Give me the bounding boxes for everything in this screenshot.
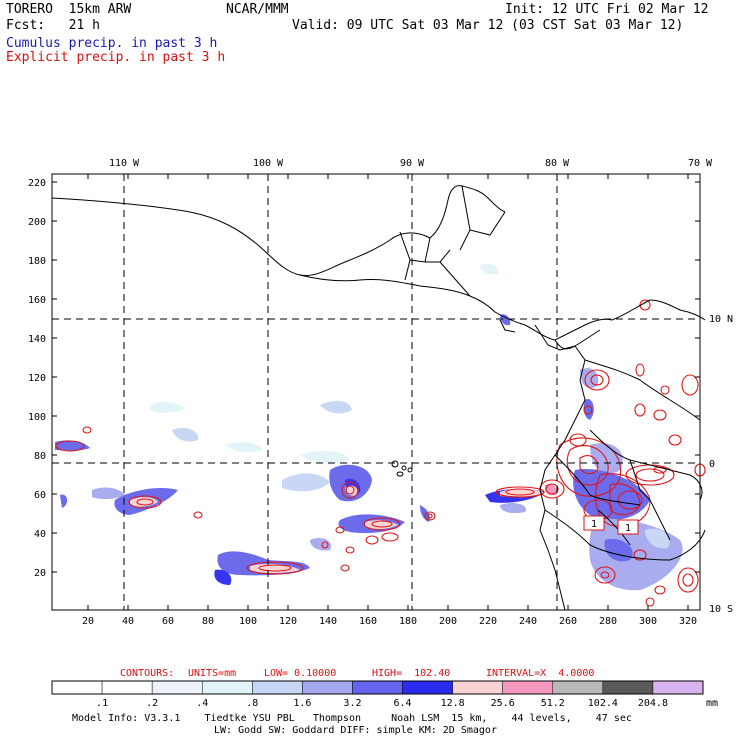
colorbar-cell: [602, 680, 654, 695]
colorbar-label: 12.8: [441, 698, 465, 709]
model-title: TORERO 15km ARW: [6, 2, 132, 17]
colorbar-label: .4: [196, 698, 208, 709]
colorbar-label: 25.6: [491, 698, 515, 709]
y-tick-label: 40: [34, 529, 46, 540]
y-tick-label: 160: [28, 295, 46, 306]
colorbar-cell: [452, 680, 503, 695]
lon-label: 110 W: [109, 158, 140, 169]
lon-label: 90 W: [400, 158, 425, 169]
y-axis: [52, 181, 700, 573]
y-tick-label: 100: [28, 412, 46, 423]
x-tick-label: 220: [479, 616, 497, 627]
contours-high: HIGH= 102.40: [372, 668, 451, 679]
contours-low: LOW= 0.10000: [264, 668, 337, 679]
max-marker-label: 1: [625, 523, 631, 534]
colorbar-label: .2: [146, 698, 158, 709]
y-tick-label: 80: [34, 451, 46, 462]
x-axis: [87, 174, 689, 610]
colorbar-cell: [352, 680, 403, 695]
field-explicit-label: Explicit precip. in past 3 h: [6, 50, 226, 65]
y-tick-label: 120: [28, 373, 46, 384]
y-tick-label: 200: [28, 217, 46, 228]
x-tick-label: 120: [279, 616, 297, 627]
y-tick-label: 60: [34, 490, 46, 501]
map-frame: [51, 173, 701, 611]
x-tick-label: 180: [399, 616, 417, 627]
colorbar-cell: [552, 680, 604, 695]
colorbar: [51, 680, 704, 695]
colorbar-cell: [151, 680, 203, 695]
coastlines: [51, 185, 706, 611]
colorbar-cell: [252, 680, 303, 695]
y-tick-label: 140: [28, 334, 46, 345]
x-tick-label: 140: [319, 616, 337, 627]
colorbar-cell: [652, 680, 704, 695]
colorbar-cell: [502, 680, 554, 695]
colorbar-label: .8: [246, 698, 258, 709]
cumulus-precip-areas: [55, 264, 683, 591]
max-marker-label: 1: [591, 519, 597, 530]
physics-info: LW: Godd SW: Goddard DIFF: simple KM: 2D…: [214, 725, 497, 736]
lon-label: 70 W: [688, 158, 713, 169]
colorbar-cell: [51, 680, 103, 695]
colorbar-label: .1: [96, 698, 108, 709]
colorbar-label: 6.4: [394, 698, 412, 709]
x-tick-label: 60: [162, 616, 174, 627]
center-label: NCAR/MMM: [226, 2, 289, 17]
colorbar-label: 51.2: [541, 698, 565, 709]
contours-units: UNITS=mm: [188, 668, 237, 679]
lon-label: 80 W: [545, 158, 570, 169]
valid-time: Valid: 09 UTC Sat 03 Mar 12 (03 CST Sat …: [292, 18, 684, 33]
lat-label: 10 N: [709, 314, 733, 325]
x-tick-label: 160: [359, 616, 377, 627]
contours-interval: INTERVAL=X 4.0000: [486, 668, 595, 679]
colorbar-label: 102.4: [588, 698, 618, 709]
model-info: Model Info: V3.3.1 Tiedtke YSU PBL Thomp…: [72, 713, 632, 724]
init-time: Init: 12 UTC Fri 02 Mar 12: [505, 2, 709, 17]
x-tick-label: 300: [639, 616, 657, 627]
explicit-precip-contours: [55, 299, 706, 607]
y-tick-label: 220: [28, 178, 46, 189]
x-tick-label: 80: [202, 616, 214, 627]
contours-title: CONTOURS:: [120, 668, 175, 679]
graticule: [52, 174, 700, 610]
colorbar-cell: [201, 680, 253, 695]
x-tick-label: 260: [559, 616, 577, 627]
max-markers: [583, 515, 639, 535]
x-tick-label: 200: [439, 616, 457, 627]
lat-label: 0: [709, 459, 715, 470]
lat-label: 10 S: [709, 604, 733, 615]
lon-label: 100 W: [253, 158, 284, 169]
colorbar-labels: .1 .2 .4 .8 1.6 3.2 6.4 12.8 25.6 51.2 102.4 204.8: [96, 698, 668, 709]
colorbar-label: 1.6: [293, 698, 311, 709]
y-tick-label: 20: [34, 568, 46, 579]
colorbar-cell: [302, 680, 353, 695]
colorbar-frame: [51, 680, 704, 695]
colorbar-cell: [402, 680, 453, 695]
x-tick-label: 280: [599, 616, 617, 627]
x-tick-label: 240: [519, 616, 537, 627]
colorbar-cell: [101, 680, 153, 695]
x-tick-label: 320: [679, 616, 697, 627]
colorbar-unit: mm: [706, 698, 718, 709]
y-tick-label: 180: [28, 256, 46, 267]
x-tick-label: 100: [239, 616, 257, 627]
colorbar-label: 204.8: [638, 698, 668, 709]
field-cumulus-label: Cumulus precip. in past 3 h: [6, 36, 218, 51]
colorbar-label: 3.2: [343, 698, 361, 709]
x-tick-label: 20: [82, 616, 94, 627]
x-tick-label: 40: [122, 616, 134, 627]
forecast-hour: Fcst: 21 h: [6, 18, 100, 33]
